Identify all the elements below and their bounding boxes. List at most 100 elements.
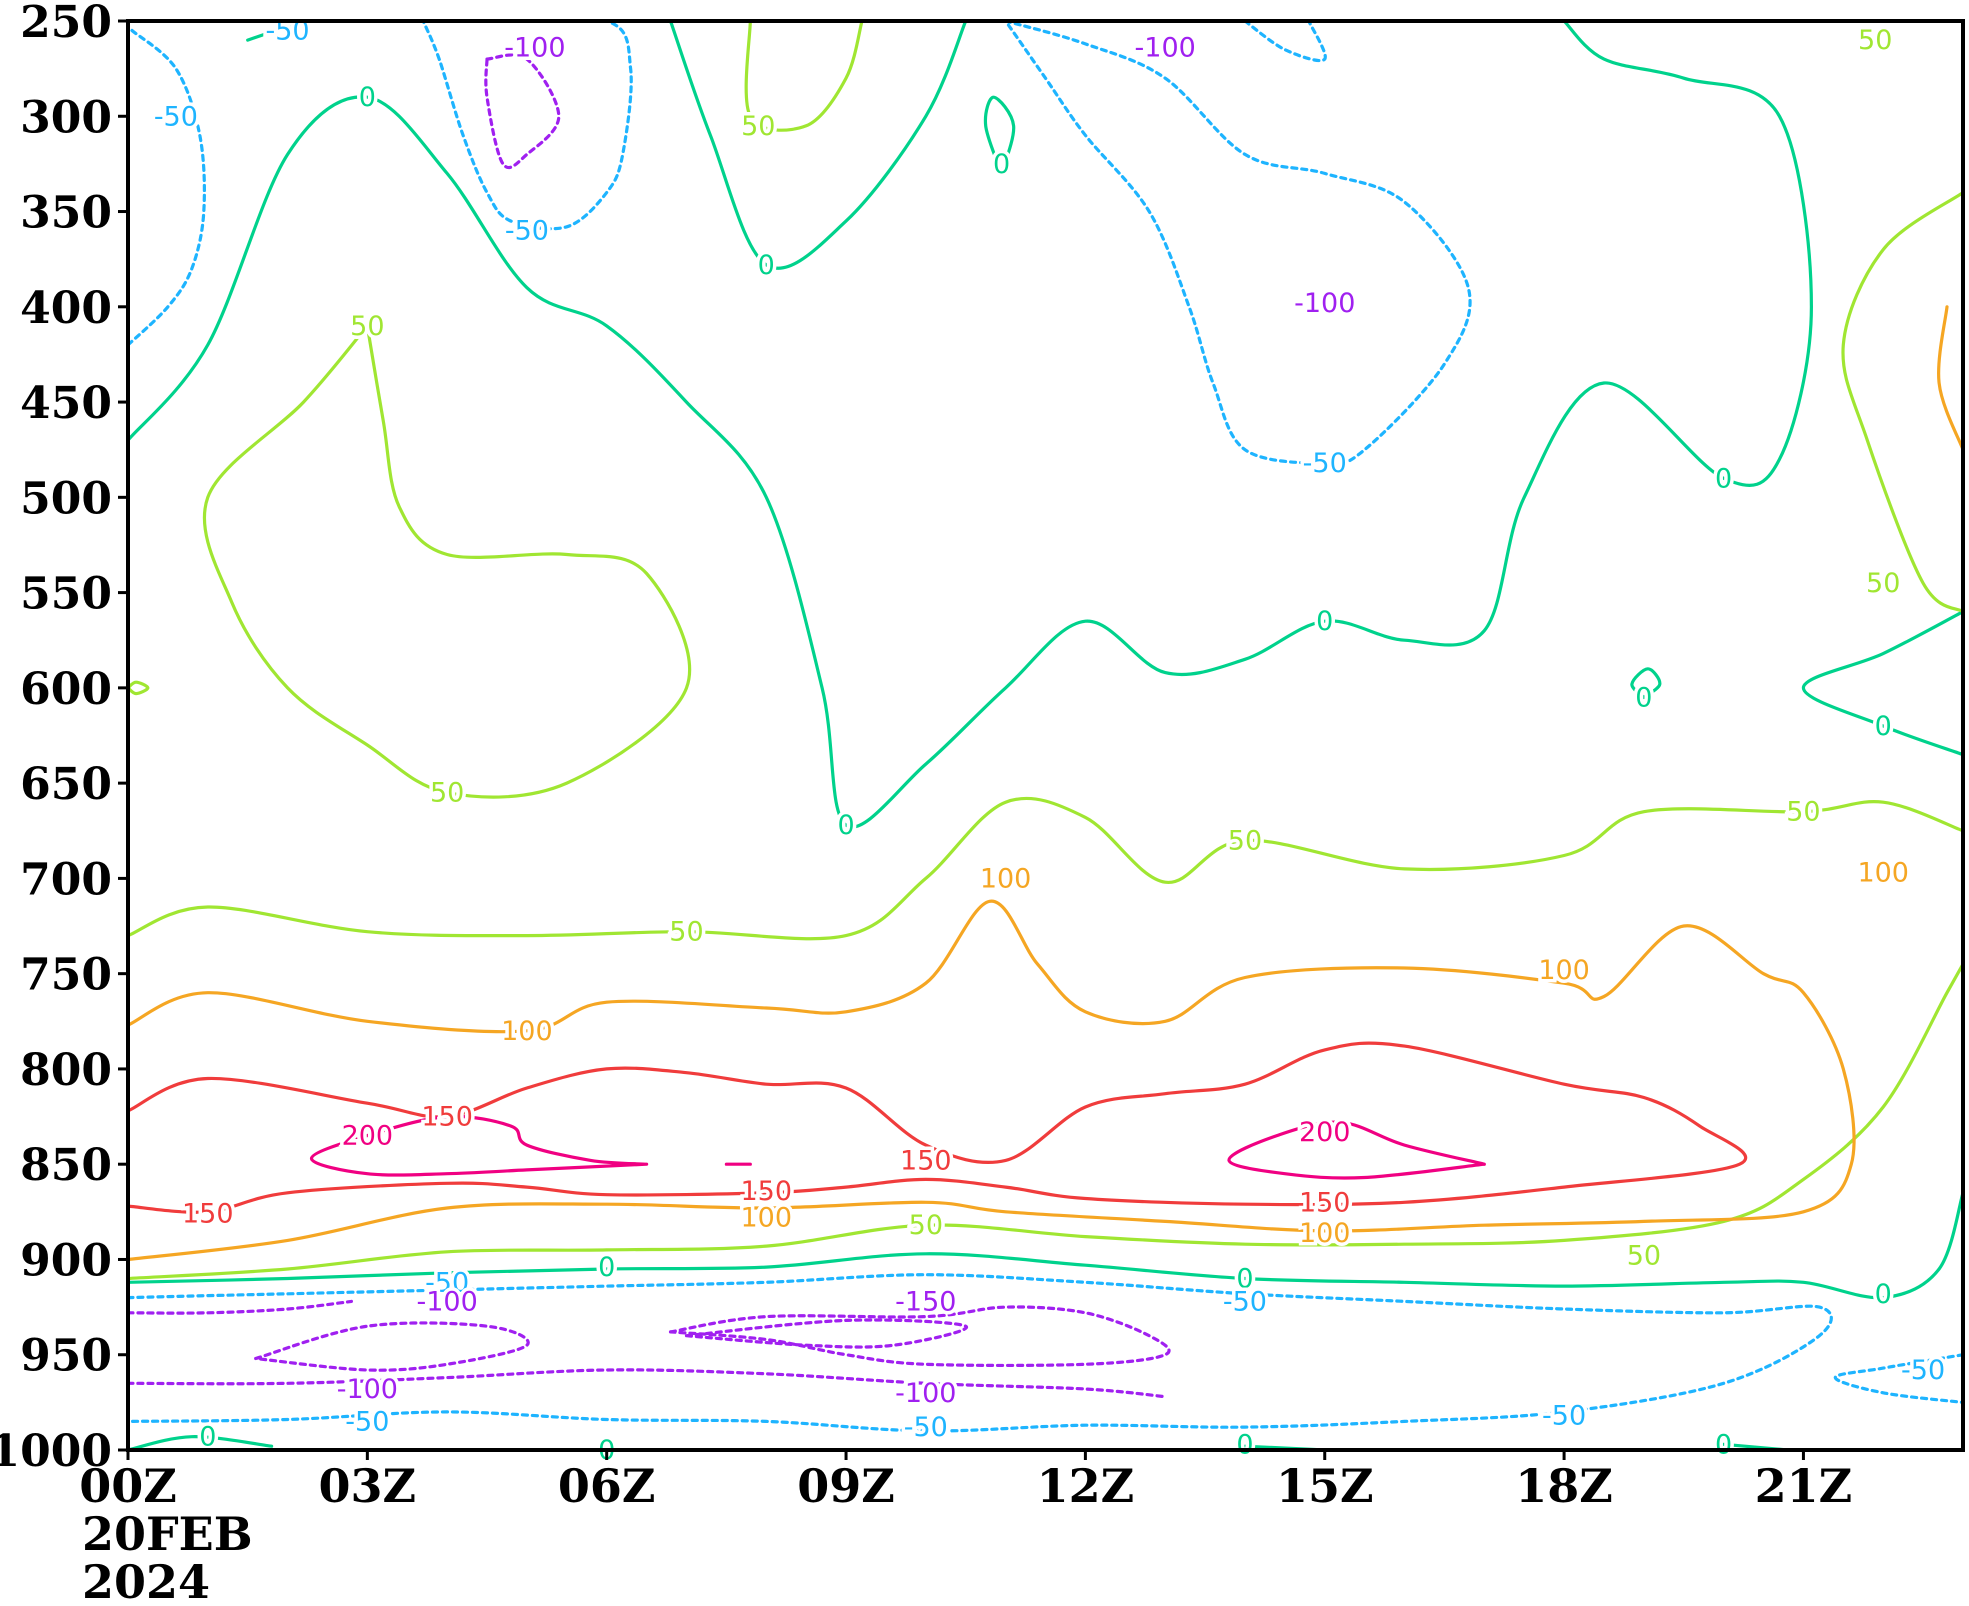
contour-lines bbox=[128, 21, 1963, 1450]
contour-label: -50 bbox=[425, 1267, 469, 1298]
x-tick-label: 12Z bbox=[1037, 1459, 1135, 1513]
contour-label: 150 bbox=[182, 1199, 234, 1230]
contour-line-200 bbox=[309, 1114, 649, 1177]
contour-line-50 bbox=[128, 796, 1963, 941]
contour-label: 150 bbox=[1299, 1187, 1351, 1218]
y-tick-label: 450 bbox=[20, 378, 112, 429]
y-tick-label: 950 bbox=[20, 1331, 112, 1382]
contour-label: -100 bbox=[1294, 288, 1355, 319]
contour-label: 0 bbox=[758, 250, 775, 281]
contour-label: -100 bbox=[1135, 33, 1196, 64]
contour-line-neg50 bbox=[128, 28, 206, 347]
contour-label: -50 bbox=[154, 101, 198, 132]
contour-label: 50 bbox=[430, 778, 464, 809]
contour-line-neg50 bbox=[1833, 1353, 1963, 1404]
contour-label: 50 bbox=[1228, 825, 1262, 856]
x-tick-label: 03Z bbox=[319, 1459, 417, 1513]
y-tick-label: 350 bbox=[20, 188, 112, 239]
contour-label: 0 bbox=[1236, 1429, 1253, 1460]
contour-label: -50 bbox=[1303, 448, 1347, 479]
contour-label: 0 bbox=[993, 149, 1010, 180]
contour-label: 100 bbox=[740, 1203, 792, 1234]
contour-line-150 bbox=[128, 1041, 1748, 1214]
contour-label: -50 bbox=[505, 216, 549, 247]
contour-label: -50 bbox=[345, 1406, 389, 1437]
contour-line-neg50 bbox=[1243, 21, 1327, 63]
y-tick-label: 600 bbox=[20, 664, 112, 715]
contour-line-neg100 bbox=[484, 53, 561, 170]
y-tick-label: 650 bbox=[20, 759, 112, 810]
contour-label: 200 bbox=[342, 1121, 394, 1152]
contour-label: 50 bbox=[1866, 568, 1900, 599]
contour-line-neg150 bbox=[684, 1318, 968, 1349]
contour-label: 0 bbox=[837, 810, 854, 841]
contour-label: 0 bbox=[1715, 1429, 1732, 1460]
contour-line-0 bbox=[668, 21, 968, 270]
contour-label: -50 bbox=[1901, 1355, 1945, 1386]
contour-label: 0 bbox=[1715, 463, 1732, 494]
y-tick-label: 400 bbox=[20, 283, 112, 334]
contour-label: 100 bbox=[980, 863, 1032, 894]
contour-label: -100 bbox=[504, 33, 565, 64]
y-tick-label: 800 bbox=[20, 1045, 112, 1096]
contour-line-0 bbox=[128, 21, 1813, 829]
contour-label: -100 bbox=[895, 1378, 956, 1409]
y-tick-label: 900 bbox=[20, 1235, 112, 1286]
contour-label: -100 bbox=[416, 1286, 477, 1317]
contour-label: 50 bbox=[909, 1210, 943, 1241]
contour-label: 50 bbox=[1858, 25, 1892, 56]
contour-line-neg50 bbox=[128, 1273, 1833, 1433]
contour-line-0 bbox=[1630, 667, 1662, 699]
contour-label: -100 bbox=[337, 1374, 398, 1405]
contour-line-neg50 bbox=[421, 21, 633, 231]
contour-line-neg100 bbox=[128, 1299, 353, 1315]
contour-line-50 bbox=[128, 962, 1963, 1281]
contour-line-50 bbox=[202, 324, 692, 799]
contour-line-50 bbox=[128, 680, 150, 696]
contour-label: 50 bbox=[669, 917, 703, 948]
contour-line-neg100 bbox=[254, 1321, 530, 1372]
contour-label: 50 bbox=[350, 311, 384, 342]
contour-label: 100 bbox=[501, 1016, 553, 1047]
x-year-line: 2024 bbox=[82, 1555, 210, 1606]
y-tick-label: 750 bbox=[20, 950, 112, 1001]
contour-line-100 bbox=[128, 899, 1856, 1262]
contour-label: 50 bbox=[741, 111, 775, 142]
contour-line-200 bbox=[1227, 1120, 1486, 1180]
contour-label: -50 bbox=[904, 1412, 948, 1443]
contour-label: 150 bbox=[900, 1145, 952, 1176]
x-date-line: 20FEB bbox=[82, 1507, 253, 1561]
contour-label: 50 bbox=[1786, 797, 1820, 828]
contour-label: 0 bbox=[598, 1252, 615, 1283]
contour-line-0 bbox=[1801, 610, 1963, 757]
plot-frame bbox=[126, 19, 1965, 1452]
x-axis: 00Z 03Z 06Z 09Z 12Z 15Z 18Z 21Z bbox=[79, 1450, 1852, 1513]
contour-line-50 bbox=[1841, 190, 1963, 614]
contour-label: 0 bbox=[1875, 711, 1892, 742]
contour-line-0 bbox=[128, 1435, 274, 1450]
y-tick-label: 300 bbox=[20, 92, 112, 143]
contour-label: 100 bbox=[1857, 858, 1909, 889]
y-tick-label: 250 bbox=[20, 0, 112, 48]
contour-line-50 bbox=[744, 21, 864, 132]
contour-label: -50 bbox=[1223, 1286, 1267, 1317]
contour-label: 0 bbox=[1316, 606, 1333, 637]
y-tick-label: 850 bbox=[20, 1140, 112, 1191]
contour-label: 100 bbox=[1299, 1218, 1351, 1249]
y-tick-label: 700 bbox=[20, 854, 112, 905]
contour-label: 200 bbox=[1299, 1117, 1351, 1148]
contour-line-0 bbox=[128, 1191, 1963, 1300]
y-axis: 250 300 350 400 450 500 550 600 650 700 750 800 850 9… bbox=[0, 0, 128, 1477]
contour-line-0 bbox=[983, 95, 1016, 175]
contour-line-0 bbox=[246, 21, 306, 42]
contour-label: 0 bbox=[1875, 1279, 1892, 1310]
x-tick-label: 15Z bbox=[1276, 1459, 1374, 1513]
contour-label: -50 bbox=[1542, 1401, 1586, 1432]
y-tick-label: 1000 bbox=[0, 1426, 112, 1477]
y-tick-label: 550 bbox=[20, 569, 112, 620]
contour-label: 0 bbox=[1635, 682, 1652, 713]
contour-label: 0 bbox=[1236, 1264, 1253, 1295]
